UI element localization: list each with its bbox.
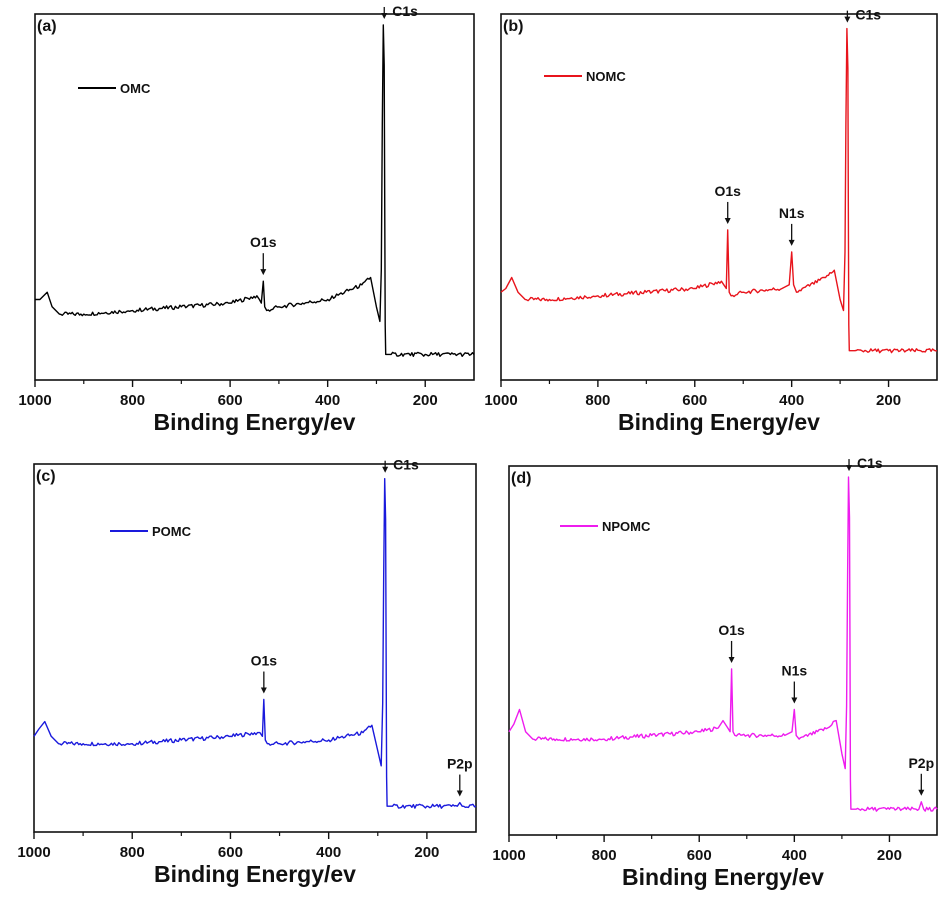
peak-label-c1s: C1s — [855, 7, 881, 23]
legend-label: NOMC — [586, 69, 626, 84]
x-tick-label: 400 — [316, 844, 341, 861]
x-axis-title: Binding Energy/ev — [618, 409, 820, 435]
peak-arrowhead — [788, 239, 795, 246]
plot-frame — [508, 465, 938, 836]
peak-arrowhead — [260, 269, 267, 276]
peak-label-n1s: N1s — [781, 663, 807, 679]
x-tick-label: 400 — [782, 847, 807, 864]
x-tick-label: 400 — [779, 392, 804, 409]
x-tick-label: 1000 — [484, 392, 517, 409]
panel-label: (b) — [503, 18, 523, 35]
x-tick-label: 1000 — [492, 847, 525, 864]
panel-label: (c) — [36, 468, 56, 485]
x-tick-label: 800 — [120, 844, 145, 861]
x-tick-label: 600 — [218, 844, 243, 861]
x-tick-label: 200 — [413, 392, 438, 409]
legend-label: NPOMC — [602, 519, 651, 534]
x-tick-label: 400 — [315, 392, 340, 409]
peak-label-c1s: C1s — [857, 455, 883, 471]
panel-label: (a) — [37, 18, 57, 35]
peak-label-n1s: N1s — [779, 205, 805, 221]
peak-arrowhead — [728, 656, 735, 663]
peak-arrowhead — [918, 789, 925, 796]
plot-frame — [33, 463, 477, 833]
x-tick-label: 1000 — [17, 844, 50, 861]
x-tick-label: 800 — [592, 847, 617, 864]
peak-label-o1s: O1s — [251, 653, 278, 669]
x-tick-label: 1000 — [18, 392, 51, 409]
series-line-omc — [35, 24, 475, 357]
x-tick-label: 200 — [877, 847, 902, 864]
peak-arrowhead — [724, 217, 731, 224]
peak-arrowhead — [846, 465, 853, 472]
peak-arrowhead — [260, 687, 267, 694]
x-axis-title: Binding Energy/ev — [154, 861, 356, 887]
peak-label-o1s: O1s — [718, 622, 745, 638]
peak-label-c1s: C1s — [393, 457, 419, 473]
peak-label-p2p: P2p — [908, 755, 934, 771]
series-line-pomc — [33, 478, 477, 809]
legend-label: POMC — [152, 524, 192, 539]
x-tick-label: 800 — [585, 392, 610, 409]
peak-arrowhead — [791, 697, 798, 704]
panel-label: (d) — [511, 470, 531, 487]
plot-frame — [500, 13, 938, 381]
x-tick-label: 600 — [687, 847, 712, 864]
x-tick-label: 200 — [876, 392, 901, 409]
peak-label-c1s: C1s — [392, 3, 418, 19]
peak-label-o1s: O1s — [250, 234, 277, 250]
series-line-npomc — [508, 476, 938, 812]
x-tick-label: 600 — [218, 392, 243, 409]
x-axis-title: Binding Energy/ev — [154, 409, 356, 435]
x-tick-label: 200 — [414, 844, 439, 861]
peak-label-p2p: P2p — [447, 756, 473, 772]
peak-arrowhead — [382, 466, 389, 473]
peak-arrowhead — [381, 12, 388, 19]
x-axis-title: Binding Energy/ev — [622, 864, 824, 890]
x-tick-label: 800 — [120, 392, 145, 409]
peak-arrowhead — [456, 790, 463, 797]
peak-label-o1s: O1s — [714, 183, 741, 199]
legend-label: OMC — [120, 81, 151, 96]
series-line-nomc — [500, 27, 938, 354]
x-tick-label: 600 — [682, 392, 707, 409]
plot-frame — [34, 13, 475, 381]
peak-arrowhead — [844, 16, 851, 23]
